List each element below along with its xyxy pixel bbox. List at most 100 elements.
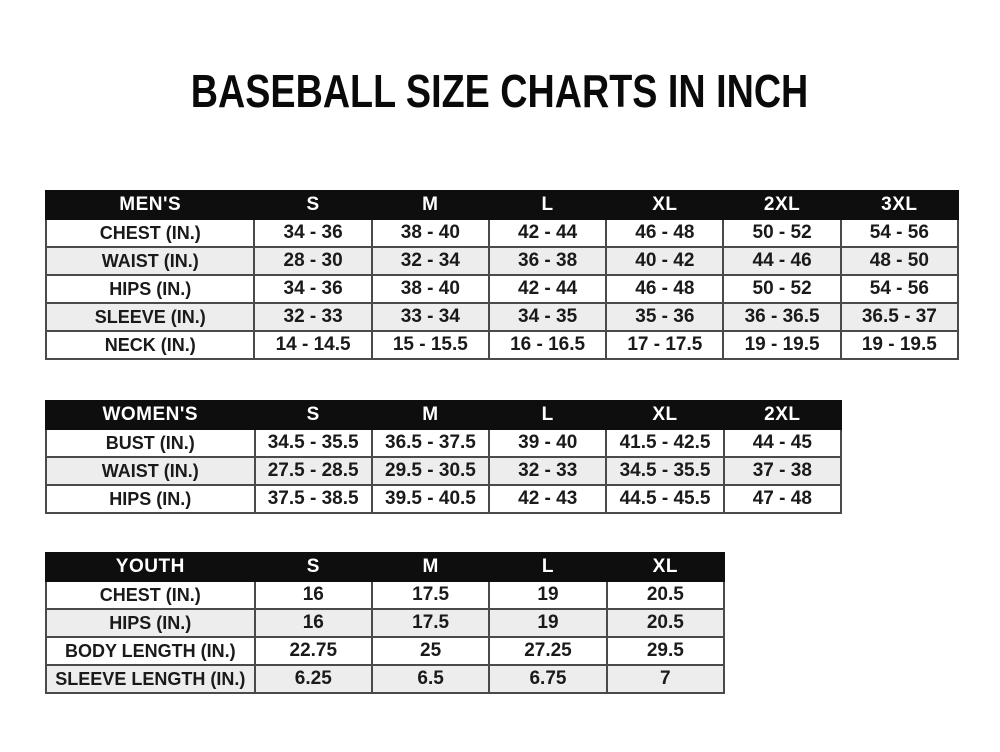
table-row: SLEEVE LENGTH (IN.) 6.25 6.5 6.75 7 [45, 664, 726, 694]
size-value: 40 - 42 [605, 246, 725, 276]
size-value: 48 - 50 [839, 246, 960, 276]
table-row: BODY LENGTH (IN.) 22.75 25 27.25 29.5 [45, 636, 726, 666]
size-column-header-xl: XL [605, 552, 726, 582]
size-value: 44 - 46 [722, 246, 842, 276]
size-value: 47 - 48 [722, 484, 843, 514]
size-column-header-xl: XL [605, 400, 725, 430]
measurement-label: BODY LENGTH (IN.) [45, 636, 256, 666]
measurement-label: NECK (IN.) [44, 330, 256, 360]
womens-group-header: WOMEN'S [45, 400, 256, 430]
mens-header-row: MEN'S S M L XL 2XL 3XL [44, 190, 960, 220]
size-value: 29.5 [605, 636, 726, 666]
size-column-header-2xl: 2XL [722, 400, 843, 430]
table-row: WAIST (IN.) 28 - 30 32 - 34 36 - 38 40 - 42 4… [44, 246, 960, 276]
table-row: HIPS (IN.) 16 17.5 19 20.5 [45, 608, 726, 638]
size-column-header-xl: XL [605, 190, 725, 220]
table-row: HIPS (IN.) 34 - 36 38 - 40 42 - 44 46 - 48 50… [44, 274, 960, 304]
size-value: 54 - 56 [839, 274, 960, 304]
size-value: 46 - 48 [605, 218, 725, 248]
size-value: 20.5 [605, 580, 726, 610]
size-value: 7 [605, 664, 726, 694]
size-value: 50 - 52 [722, 218, 842, 248]
size-value: 37.5 - 38.5 [253, 484, 373, 514]
youth-size-table: YOUTH S M L XL CHEST (IN.) 16 17.5 19 20.5 HIPS (I… [45, 552, 726, 694]
measurement-label: WAIST (IN.) [45, 456, 256, 486]
size-value: 32 - 33 [488, 456, 608, 486]
size-value: 44.5 - 45.5 [605, 484, 725, 514]
size-value: 36.5 - 37.5 [370, 428, 491, 458]
size-value: 17 - 17.5 [605, 330, 725, 360]
size-value: 54 - 56 [839, 218, 960, 248]
size-column-header-3xl: 3XL [839, 190, 960, 220]
size-value: 44 - 45 [722, 428, 843, 458]
youth-group-header: YOUTH [45, 552, 256, 582]
measurement-label: CHEST (IN.) [45, 580, 256, 610]
size-column-header-l: L [487, 190, 608, 220]
size-value: 34.5 - 35.5 [253, 428, 373, 458]
size-value: 36 - 36.5 [722, 302, 842, 332]
size-value: 20.5 [605, 608, 726, 638]
measurement-label: HIPS (IN.) [45, 608, 256, 638]
table-row: HIPS (IN.) 37.5 - 38.5 39.5 - 40.5 42 - 43 4… [45, 484, 843, 514]
youth-header-row: YOUTH S M L XL [45, 552, 726, 582]
measurement-label: CHEST (IN.) [44, 218, 256, 248]
mens-group-header: MEN'S [44, 190, 256, 220]
measurement-label: BUST (IN.) [45, 428, 256, 458]
womens-header-row: WOMEN'S S M L XL 2XL [45, 400, 843, 430]
size-column-header-s: S [253, 400, 373, 430]
size-value: 38 - 40 [370, 218, 490, 248]
size-value: 22.75 [253, 636, 373, 666]
size-value: 19 [488, 580, 608, 610]
size-value: 37 - 38 [722, 456, 843, 486]
mens-size-table: MEN'S S M L XL 2XL 3XL CHEST (IN.) 34 - 36 38 - 4… [44, 190, 960, 360]
size-value: 16 - 16.5 [487, 330, 608, 360]
size-value: 6.25 [253, 664, 373, 694]
size-value: 42 - 44 [487, 274, 608, 304]
size-value: 42 - 43 [488, 484, 608, 514]
size-column-header-m: M [370, 400, 491, 430]
table-row: NECK (IN.) 14 - 14.5 15 - 15.5 16 - 16.5 17 … [44, 330, 960, 360]
womens-size-table: WOMEN'S S M L XL 2XL BUST (IN.) 34.5 - 35.5 36.5… [45, 400, 843, 514]
size-value: 34 - 36 [253, 274, 373, 304]
size-value: 27.25 [488, 636, 608, 666]
size-value: 36.5 - 37 [839, 302, 960, 332]
size-value: 14 - 14.5 [253, 330, 373, 360]
size-value: 39 - 40 [488, 428, 608, 458]
size-value: 34 - 36 [253, 218, 373, 248]
size-value: 34.5 - 35.5 [605, 456, 725, 486]
size-value: 17.5 [370, 580, 491, 610]
size-value: 28 - 30 [253, 246, 373, 276]
size-column-header-m: M [370, 190, 490, 220]
size-value: 32 - 33 [253, 302, 373, 332]
size-column-header-l: L [488, 400, 608, 430]
table-row: CHEST (IN.) 16 17.5 19 20.5 [45, 580, 726, 610]
size-value: 19 - 19.5 [839, 330, 960, 360]
size-value: 25 [370, 636, 491, 666]
size-column-header-l: L [488, 552, 608, 582]
size-value: 38 - 40 [370, 274, 490, 304]
size-value: 17.5 [370, 608, 491, 638]
size-value: 16 [253, 580, 373, 610]
size-value: 6.5 [370, 664, 491, 694]
size-value: 19 [488, 608, 608, 638]
table-row: SLEEVE (IN.) 32 - 33 33 - 34 34 - 35 35 - 36… [44, 302, 960, 332]
size-value: 46 - 48 [605, 274, 725, 304]
size-value: 27.5 - 28.5 [253, 456, 373, 486]
size-value: 35 - 36 [605, 302, 725, 332]
size-value: 50 - 52 [722, 274, 842, 304]
size-value: 34 - 35 [487, 302, 608, 332]
size-value: 33 - 34 [370, 302, 490, 332]
size-value: 19 - 19.5 [722, 330, 842, 360]
size-column-header-2xl: 2XL [722, 190, 842, 220]
measurement-label: HIPS (IN.) [44, 274, 256, 304]
size-value: 41.5 - 42.5 [605, 428, 725, 458]
size-value: 39.5 - 40.5 [370, 484, 491, 514]
table-row: BUST (IN.) 34.5 - 35.5 36.5 - 37.5 39 - 40 4… [45, 428, 843, 458]
size-column-header-m: M [370, 552, 491, 582]
size-value: 32 - 34 [370, 246, 490, 276]
size-value: 6.75 [488, 664, 608, 694]
measurement-label: SLEEVE LENGTH (IN.) [45, 664, 256, 694]
measurement-label: HIPS (IN.) [45, 484, 256, 514]
page-title-wrap: BASEBALL SIZE CHARTS IN INCH [0, 64, 1000, 118]
